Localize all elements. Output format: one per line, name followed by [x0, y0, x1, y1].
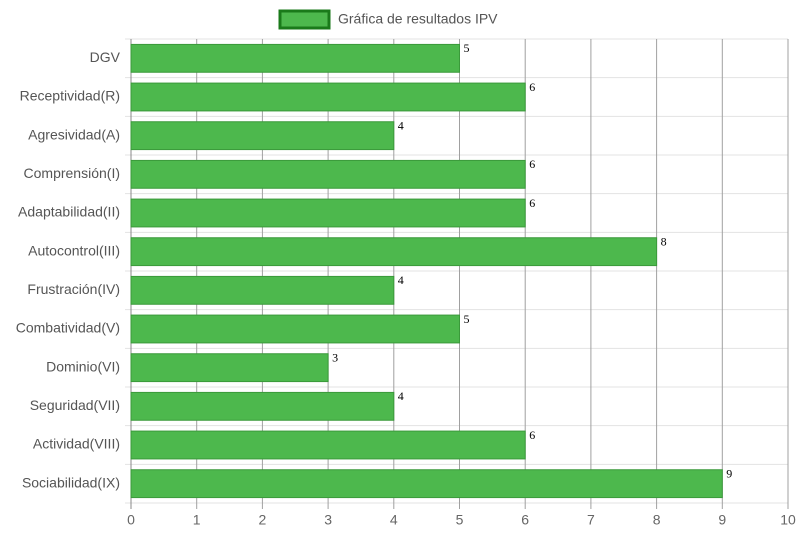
bar: [130, 430, 526, 460]
data-label: 4: [398, 389, 404, 403]
bar: [130, 469, 723, 499]
y-tick-label: Receptividad(R): [20, 88, 120, 104]
x-tick-label: 4: [390, 512, 398, 528]
data-label: 4: [398, 273, 404, 287]
legend-swatch: [278, 9, 331, 30]
data-label: 6: [529, 196, 535, 210]
y-tick-label: Dominio(VI): [46, 358, 120, 374]
y-tick-label: Actividad(VIII): [33, 436, 120, 452]
x-tick-label: 8: [653, 512, 661, 528]
y-tick-label: Seguridad(VII): [30, 397, 120, 413]
y-tick-label: Autocontrol(III): [28, 242, 120, 258]
x-tick-label: 6: [521, 512, 529, 528]
data-label: 4: [398, 118, 404, 132]
bar: [130, 159, 526, 189]
y-tick-label: DGV: [90, 49, 121, 65]
data-label: 8: [661, 234, 667, 248]
y-tick-label: Agresividad(A): [28, 126, 120, 142]
bar: [130, 43, 460, 73]
data-label: 3: [332, 350, 338, 364]
x-tick-label: 3: [324, 512, 332, 528]
x-tick-label: 0: [127, 512, 135, 528]
bar: [130, 275, 395, 305]
legend-label: Gráfica de resultados IPV: [338, 11, 498, 27]
y-tick-label: Frustración(IV): [27, 281, 120, 297]
x-tick-label: 1: [193, 512, 201, 528]
bar: [130, 237, 658, 267]
data-label: 9: [726, 466, 732, 480]
x-tick-label: 10: [780, 512, 796, 528]
y-tick-label: Sociabilidad(IX): [22, 474, 120, 490]
y-tick-label: Comprensión(I): [24, 165, 120, 181]
data-label: 6: [529, 428, 535, 442]
x-tick-label: 9: [718, 512, 726, 528]
bar: [130, 82, 526, 112]
bar: [130, 121, 395, 151]
data-label: 5: [464, 41, 470, 55]
data-label: 5: [464, 312, 470, 326]
y-tick-label: Combatividad(V): [16, 320, 120, 336]
x-tick-label: 2: [259, 512, 267, 528]
bar: [130, 353, 329, 383]
bar: [130, 198, 526, 228]
bar: [130, 314, 460, 344]
y-tick-label: Adaptabilidad(II): [18, 204, 120, 220]
data-label: 6: [529, 157, 535, 171]
x-tick-label: 5: [456, 512, 464, 528]
x-tick-label: 7: [587, 512, 595, 528]
data-label: 6: [529, 80, 535, 94]
bar: [130, 391, 395, 421]
